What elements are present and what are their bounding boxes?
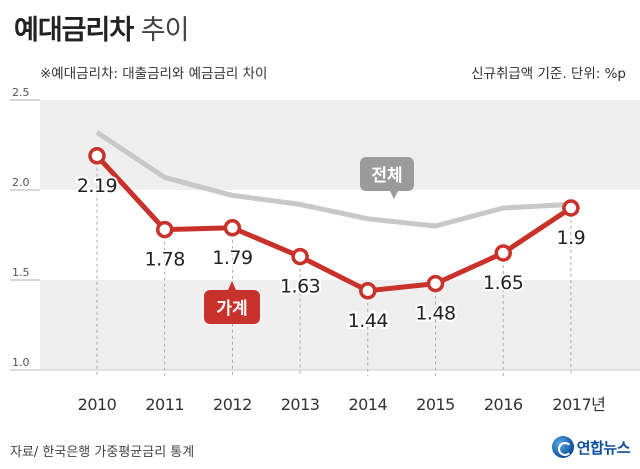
x-tick-label: 2010 <box>78 395 117 414</box>
series-household-tag-pointer <box>228 281 236 290</box>
series-household-line <box>95 154 573 294</box>
definition-note: ※예대금리차: 대출금리와 예금금리 차이 <box>40 66 268 82</box>
y-tick-label: 2.5 <box>12 86 30 99</box>
household-point <box>426 274 445 293</box>
y-tick-label: 1.0 <box>12 356 30 369</box>
logo-text: 연합뉴스 <box>576 438 631 457</box>
y-tick-label: 1.5 <box>12 266 30 279</box>
series-household-name: 가계 <box>216 299 247 319</box>
x-tick-label: 2012 <box>213 395 252 414</box>
series-total-tag <box>360 157 414 191</box>
x-tick-label: 2017년 <box>552 395 605 414</box>
publisher-logo: 연합뉴스 <box>551 432 631 462</box>
series-total-line <box>95 130 572 229</box>
series-total-name: 전체 <box>371 166 402 186</box>
x-tick-label: 2016 <box>484 395 523 414</box>
series-total-tag-pointer <box>390 191 398 199</box>
household-data-label: 1.79 <box>212 247 252 269</box>
page-title: 예대금리차 추이 <box>14 8 190 47</box>
household-point <box>223 219 242 237</box>
title-light: 추이 <box>140 15 190 46</box>
household-data-label: 2.19 <box>77 175 117 197</box>
household-data-label: 1.65 <box>483 272 523 294</box>
source-note: 자료/ 한국은행 가중평균금리 통계 <box>10 445 195 460</box>
band-2.0-2.5 <box>40 100 640 190</box>
series-household-tag <box>204 290 260 324</box>
band-1.0-1.5 <box>40 280 640 370</box>
household-point <box>88 147 106 165</box>
household-point <box>359 282 377 300</box>
household-point <box>562 199 580 217</box>
household-data-label: 1.48 <box>415 303 455 325</box>
household-data-label: 1.44 <box>348 310 389 332</box>
household-point <box>155 220 174 239</box>
household-data-label: 1.9 <box>557 227 586 249</box>
title-bold: 예대금리차 <box>14 15 134 46</box>
y-tick-label: 2.0 <box>12 176 30 189</box>
x-tick-label: 2014 <box>348 395 387 414</box>
household-point <box>494 244 512 262</box>
household-data-label: 1.78 <box>145 249 185 271</box>
x-tick-label: 2015 <box>416 395 455 414</box>
household-point <box>291 247 309 266</box>
household-data-label: 1.63 <box>280 276 320 298</box>
x-tick-label: 2013 <box>281 395 320 414</box>
x-tick-label: 2011 <box>145 395 184 414</box>
unit-note: 신규취급액 기준. 단위: %p <box>471 66 626 82</box>
logo-icon <box>551 436 574 458</box>
